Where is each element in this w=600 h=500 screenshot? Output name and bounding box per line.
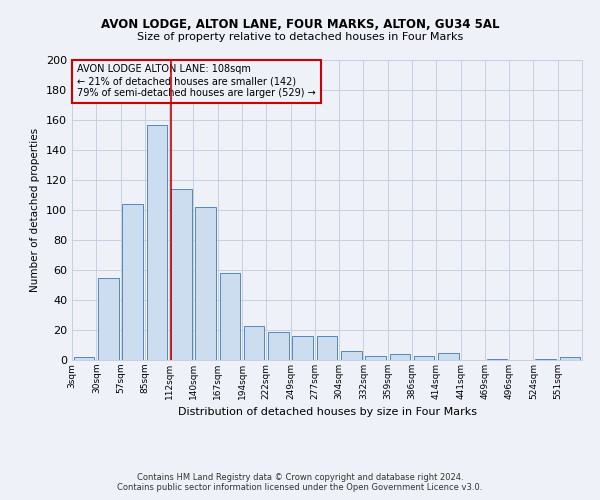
Bar (122, 204, 143, 360)
Text: Size of property relative to detached houses in Four Marks: Size of property relative to detached ho… (137, 32, 463, 42)
Bar (414, 356, 434, 360)
Bar (341, 351, 362, 360)
Bar (389, 354, 410, 360)
Bar (487, 358, 508, 360)
Bar (317, 336, 337, 360)
Bar (74, 357, 94, 360)
Bar (292, 336, 313, 360)
Bar (365, 356, 386, 360)
Bar (98, 278, 119, 360)
Bar (171, 189, 191, 360)
Text: Contains HM Land Registry data © Crown copyright and database right 2024.
Contai: Contains HM Land Registry data © Crown c… (118, 473, 482, 492)
Bar (195, 207, 216, 360)
Bar (560, 357, 580, 360)
Bar (244, 326, 265, 360)
Text: AVON LODGE, ALTON LANE, FOUR MARKS, ALTON, GU34 5AL: AVON LODGE, ALTON LANE, FOUR MARKS, ALTO… (101, 18, 499, 30)
Bar (220, 273, 240, 360)
Y-axis label: Number of detached properties: Number of detached properties (31, 128, 40, 292)
Bar (146, 124, 167, 360)
Text: AVON LODGE ALTON LANE: 108sqm
← 21% of detached houses are smaller (142)
79% of : AVON LODGE ALTON LANE: 108sqm ← 21% of d… (77, 64, 316, 98)
Bar (438, 352, 459, 360)
Bar (268, 332, 289, 360)
X-axis label: Distribution of detached houses by size in Four Marks: Distribution of detached houses by size … (178, 408, 476, 418)
Bar (535, 358, 556, 360)
